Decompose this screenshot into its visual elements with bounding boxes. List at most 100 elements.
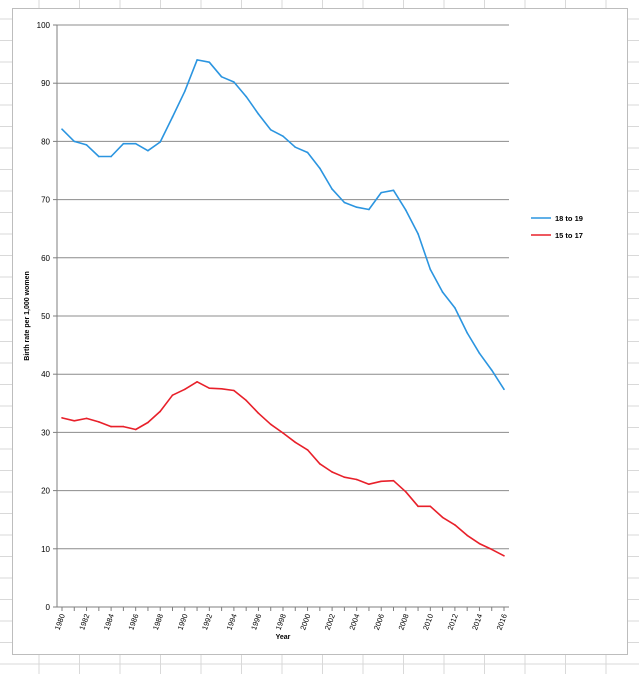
data-point — [343, 201, 346, 204]
data-point — [380, 480, 383, 483]
data-point — [196, 380, 198, 383]
data-point — [331, 471, 333, 473]
x-tick-label-2000: 2000 — [298, 613, 312, 632]
x-tick-label-2010: 2010 — [421, 613, 435, 632]
legend: 18 to 19 15 to 17 — [531, 214, 583, 240]
data-point — [355, 478, 358, 481]
x-axis-title: Year — [276, 634, 291, 641]
data-point — [61, 417, 63, 419]
x-tick-label-1988: 1988 — [151, 613, 165, 632]
data-point — [171, 394, 174, 396]
data-point — [306, 151, 309, 154]
data-point — [257, 412, 260, 414]
x-tick-label-1982: 1982 — [77, 613, 91, 632]
data-point — [417, 505, 419, 508]
data-point — [233, 81, 235, 83]
data-point — [429, 505, 432, 508]
legend-label-2: 15 to 17 — [555, 231, 583, 240]
x-tick-label-1980: 1980 — [53, 613, 67, 632]
data-point — [73, 419, 76, 422]
data-point — [417, 233, 419, 235]
y-axis-title: Birth rate per 1,000 women — [24, 271, 31, 360]
data-point — [85, 144, 88, 146]
data-point — [269, 423, 272, 426]
data-point — [404, 209, 407, 211]
data-point — [355, 206, 358, 208]
data-point — [343, 476, 346, 479]
data-point — [454, 307, 456, 309]
x-tick-label-2006: 2006 — [372, 613, 386, 632]
y-tick-label-80: 80 — [41, 137, 50, 146]
data-point — [61, 128, 63, 130]
data-point — [73, 140, 76, 143]
y-tick-label-40: 40 — [41, 370, 50, 379]
data-point — [122, 425, 125, 428]
data-point — [183, 388, 186, 391]
data-point — [208, 61, 211, 64]
x-tick-label-1990: 1990 — [175, 613, 189, 632]
data-point — [441, 516, 444, 519]
data-point — [429, 268, 432, 271]
data-point — [392, 479, 395, 482]
x-tick-label-2002: 2002 — [323, 613, 337, 632]
x-tick-label-2012: 2012 — [446, 613, 460, 632]
x-tick-label-2008: 2008 — [396, 613, 410, 632]
data-point — [171, 116, 174, 118]
data-point — [159, 410, 162, 413]
legend-label-1: 18 to 19 — [555, 214, 583, 223]
x-tick-label-1992: 1992 — [200, 613, 214, 632]
series-line-1 — [61, 59, 505, 390]
data-point — [257, 113, 260, 115]
y-tick-label-70: 70 — [41, 196, 50, 205]
data-point — [490, 369, 493, 371]
data-point — [220, 75, 223, 78]
data-point — [503, 554, 505, 557]
data-point — [196, 59, 198, 61]
y-tick-label-90: 90 — [41, 79, 50, 88]
data-point — [466, 534, 468, 537]
data-point — [441, 291, 444, 293]
data-point — [478, 352, 481, 355]
data-point — [454, 524, 456, 526]
y-tick-label-10: 10 — [41, 545, 50, 554]
series-line-2 — [61, 380, 505, 557]
data-point — [331, 188, 333, 190]
data-point — [122, 142, 125, 145]
x-tick-label-2016: 2016 — [495, 613, 509, 632]
gridlines — [57, 24, 509, 550]
y-tick-label-50: 50 — [41, 312, 50, 321]
data-point — [183, 90, 186, 93]
data-point — [306, 449, 309, 451]
data-point — [282, 135, 284, 137]
y-tick-label-100: 100 — [37, 21, 51, 30]
data-point — [147, 149, 149, 152]
y-tick-label-30: 30 — [41, 428, 50, 437]
data-point — [503, 388, 505, 391]
data-point — [478, 542, 481, 545]
data-point — [282, 432, 284, 434]
data-point — [159, 141, 162, 143]
data-point — [110, 425, 112, 428]
data-point — [233, 389, 235, 392]
data-point — [245, 95, 247, 98]
data-point — [319, 463, 321, 465]
x-tick-label-2004: 2004 — [347, 613, 361, 632]
data-point — [294, 146, 297, 149]
y-tick-label-0: 0 — [46, 603, 51, 612]
data-point — [245, 399, 247, 402]
y-tick-labels: 0 10 20 30 40 50 60 70 80 90 100 — [37, 21, 57, 612]
x-tick-label-1986: 1986 — [126, 613, 140, 632]
data-point — [147, 421, 149, 424]
data-point — [368, 208, 370, 211]
data-point — [368, 483, 370, 485]
data-point — [319, 167, 321, 169]
data-point — [294, 441, 297, 444]
chart-area: 0 10 20 30 40 50 60 70 80 90 100 1980 1982 1984 1986 1… — [12, 8, 628, 655]
data-series — [61, 59, 505, 557]
data-point — [466, 332, 468, 334]
x-tick-label-1984: 1984 — [102, 613, 116, 632]
x-tick-label-1996: 1996 — [249, 613, 263, 632]
data-point — [392, 189, 395, 192]
y-tick-label-60: 60 — [41, 254, 50, 263]
data-point — [110, 155, 112, 158]
